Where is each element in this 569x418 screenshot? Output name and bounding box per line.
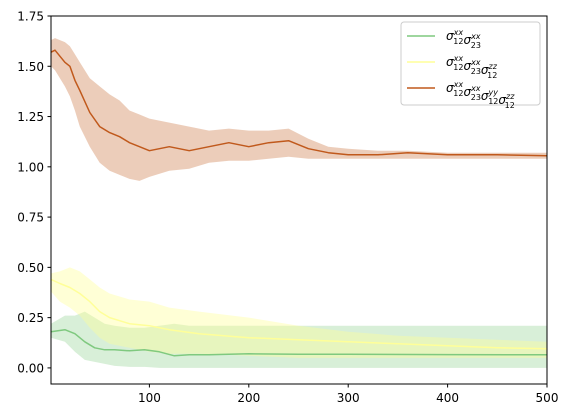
x-axis: 100 200 300 400 500	[138, 384, 559, 405]
x-tick-label: 400	[436, 391, 459, 405]
legend-label-1: σxx 12σxx 23	[446, 28, 481, 50]
y-tick-label: 0.00	[17, 361, 44, 375]
x-tick-label: 300	[337, 391, 360, 405]
series-line-3	[50, 49, 548, 157]
legend-label-2: σxx 12σxx 23σzz 12	[446, 54, 498, 80]
y-axis: 0.00 0.25 0.50 0.75 1.00 1.25 1.50 1.75	[17, 10, 51, 375]
y-tick-label: 1.75	[17, 10, 44, 24]
y-tick-label: 0.75	[17, 211, 44, 225]
series-lines	[50, 49, 548, 357]
series-band-2	[51, 267, 547, 358]
x-tick-label: 200	[237, 391, 260, 405]
y-tick-label: 1.00	[17, 160, 44, 174]
x-tick-label: 500	[536, 391, 559, 405]
legend: σxx 12σxx 23 σxx 12σxx 23σzz 12σxx 12σxx 23σyy 12…	[400, 21, 541, 110]
legend-label-3: σxx 12σxx 23σyy 12σzz 12	[446, 80, 515, 110]
x-tick-label: 100	[138, 391, 161, 405]
y-tick-label: 1.50	[17, 60, 44, 74]
y-tick-label: 0.25	[17, 311, 44, 325]
y-tick-label: 1.25	[17, 110, 44, 124]
y-tick-label: 0.50	[17, 261, 44, 275]
legend-box	[400, 21, 541, 106]
series-band-3	[51, 38, 547, 181]
plot-area-frame	[50, 15, 548, 385]
series-line-1	[50, 328, 548, 357]
series-line-2	[50, 278, 548, 350]
